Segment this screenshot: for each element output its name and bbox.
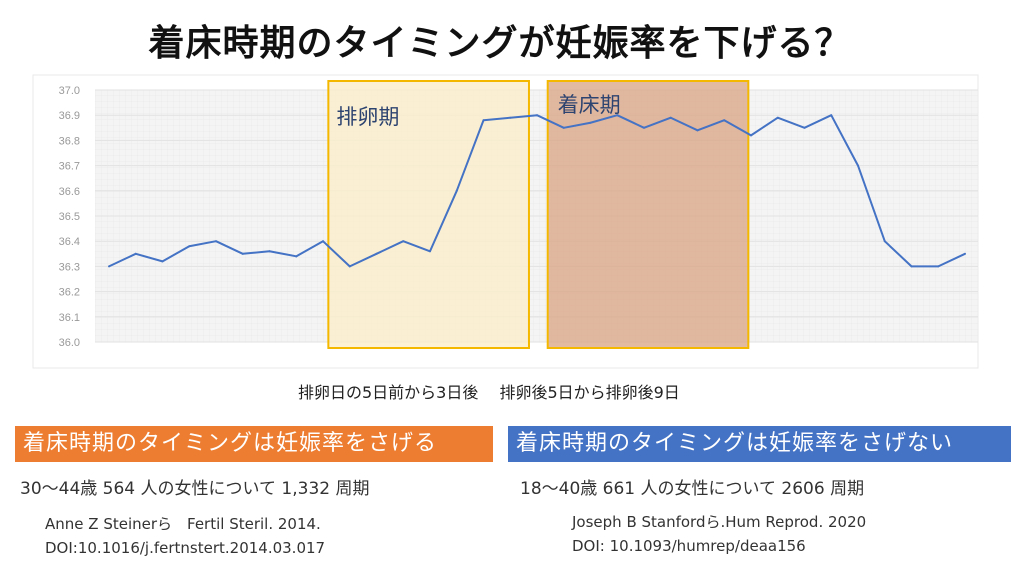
data-point [322, 240, 324, 243]
citation-right: Joseph B Stanfordら.Hum Reprod. 2020 DOI:… [572, 510, 866, 558]
data-point [536, 114, 538, 117]
chart-caption: 排卵日の5日前から3日後 排卵後5日から排卵後9日 [298, 383, 680, 402]
region-label: 排卵期 [336, 105, 399, 129]
region-label: 着床期 [558, 93, 621, 117]
data-point [188, 245, 191, 248]
data-point [964, 252, 966, 255]
data-point [241, 252, 244, 255]
data-point [643, 126, 645, 129]
data-point [402, 240, 405, 243]
y-tick-label: 36.5 [59, 211, 80, 223]
y-tick-label: 36.2 [59, 287, 80, 299]
y-tick-label: 36.1 [59, 312, 80, 324]
conclusion-banner-not-lowers: 着床時期のタイミングは妊娠率をさげない [508, 426, 1011, 462]
data-point [429, 250, 431, 253]
data-point [134, 252, 137, 255]
data-point [161, 260, 164, 263]
citation-right-authors: Joseph B Stanfordら.Hum Reprod. 2020 [572, 513, 867, 531]
data-point [562, 126, 565, 129]
y-tick-label: 36.7 [59, 161, 80, 173]
y-tick-label: 36.3 [59, 261, 80, 273]
shaded-region-ovulation [327, 80, 530, 349]
data-point [776, 116, 779, 119]
y-tick-label: 36.8 [59, 135, 80, 147]
data-point [482, 119, 485, 122]
data-point [883, 240, 886, 243]
shaded-region-implantation [546, 80, 750, 349]
data-point [215, 240, 217, 243]
data-point [268, 250, 271, 253]
conclusion-banner-lowers: 着床時期のタイミングは妊娠率をさげる [15, 426, 493, 462]
data-point [455, 189, 458, 192]
citation-right-doi: DOI: 10.1093/humrep/deaa156 [572, 537, 806, 555]
data-point [723, 119, 726, 122]
data-point [857, 164, 859, 167]
data-point [910, 265, 913, 268]
y-tick-label: 36.4 [59, 236, 80, 248]
data-point [696, 129, 699, 132]
data-point [509, 116, 512, 119]
citation-left-authors: Anne Z Steinerら Fertil Steril. 2014. [45, 515, 321, 533]
citation-left-doi: DOI:10.1016/j.fertnstert.2014.03.017 [45, 539, 326, 557]
citation-left: Anne Z Steinerら Fertil Steril. 2014. DOI… [45, 512, 325, 560]
data-point [750, 134, 752, 137]
y-tick-label: 36.9 [59, 110, 80, 122]
data-point [830, 114, 833, 117]
y-tick-label: 36.6 [59, 186, 80, 198]
data-point [669, 116, 672, 119]
data-point [295, 255, 298, 258]
study-stats-right: 18～40歳 661 人の女性について 2606 周期 [520, 479, 865, 499]
data-point [375, 252, 378, 255]
data-point [937, 265, 940, 268]
slide-title: 着床時期のタイミングが妊娠率を下げる？ [148, 23, 852, 64]
data-point [616, 114, 619, 117]
data-point [803, 126, 806, 129]
y-tick-label: 36.0 [59, 337, 80, 349]
y-tick-label: 37.0 [59, 85, 80, 97]
data-point [108, 265, 110, 268]
data-point [348, 265, 351, 268]
data-point [589, 121, 592, 124]
study-stats-left: 30～44歳 564 人の女性について 1,332 周期 [20, 479, 370, 499]
